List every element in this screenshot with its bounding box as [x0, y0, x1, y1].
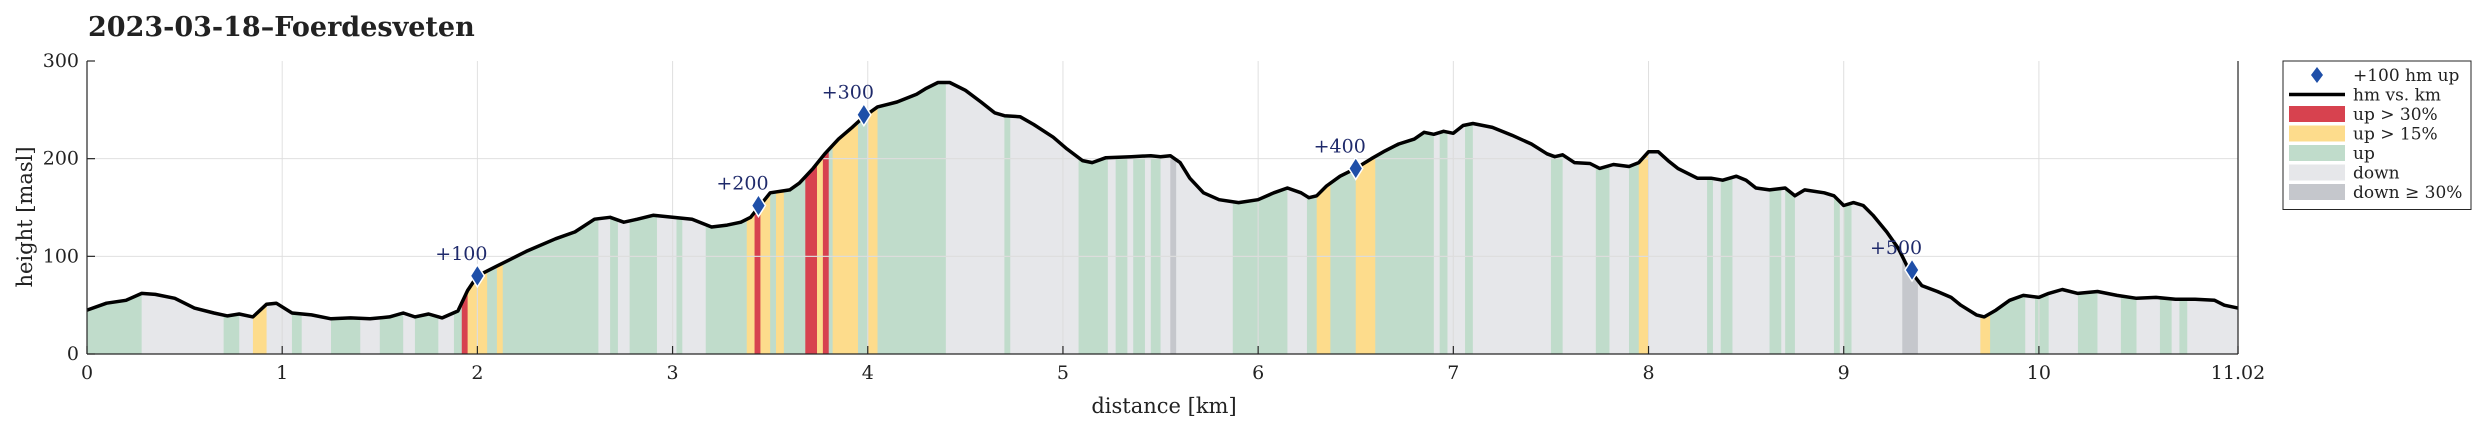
band-down	[1160, 61, 1171, 354]
marker-diamond	[750, 193, 767, 218]
band-up	[858, 61, 869, 354]
band-down	[1107, 61, 1117, 354]
band-up	[1843, 61, 1853, 354]
marker-label: +400	[1314, 135, 1366, 157]
band-up_15	[776, 61, 785, 354]
x-tick-label: 1	[276, 362, 288, 384]
y-tick-label: 0	[67, 343, 79, 365]
x-tick-label: 3	[667, 362, 679, 384]
legend-label: up	[2353, 144, 2375, 164]
x-tick-label: 4	[862, 362, 874, 384]
x-tick-label: 8	[1642, 362, 1654, 384]
chart-title: 2023-03-18–Foerdesveten	[88, 12, 475, 43]
marker-label: +200	[716, 173, 768, 195]
legend-box-swatch	[2289, 184, 2345, 200]
markers: +100 +200 +300 +400 +500	[435, 82, 1922, 289]
band-down	[1433, 61, 1441, 354]
band-down_30	[1170, 61, 1177, 354]
band-up	[877, 61, 947, 354]
y-axis-label: height [masl]	[13, 146, 37, 287]
marker-diamond	[469, 263, 486, 289]
legend-label: up > 30%	[2353, 105, 2438, 125]
legend-box-swatch	[2289, 125, 2345, 142]
marker-diamond	[1347, 156, 1364, 181]
band-up_15	[867, 61, 879, 354]
band-up	[1833, 61, 1841, 354]
band-up	[770, 61, 777, 354]
band-down	[1127, 61, 1134, 354]
band-up_15	[1638, 61, 1650, 354]
x-tick-label: 7	[1447, 362, 1459, 384]
band-up_15	[817, 61, 824, 354]
band-up	[1629, 61, 1640, 354]
band-down	[1781, 61, 1786, 354]
band-up	[1004, 61, 1011, 354]
band-up_30	[822, 61, 830, 354]
legend-marker-swatch	[2311, 67, 2323, 83]
x-tick-label: 2	[471, 362, 483, 384]
marker-diamond	[1904, 257, 1920, 283]
legend-label: up > 15%	[2353, 125, 2438, 145]
x-tick-label: 6	[1252, 362, 1264, 384]
legend-box-swatch	[2289, 164, 2345, 181]
legend-box-swatch	[2289, 106, 2345, 122]
marker-diamond	[855, 102, 872, 128]
x-tick-label: 0	[81, 362, 93, 384]
band-down	[1712, 61, 1722, 354]
legend-label: +100 hm up	[2353, 66, 2460, 86]
x-tick-label: 5	[1057, 362, 1069, 384]
marker-label: +500	[1870, 237, 1922, 259]
x-tick-label: 10	[2027, 362, 2051, 384]
band-up	[1465, 61, 1474, 354]
x-tick-label: 11.02	[2211, 362, 2265, 384]
sky-mask-area	[87, 61, 2238, 319]
marker-label: +100	[435, 243, 487, 265]
band-up	[1150, 61, 1162, 354]
legend-box-swatch	[2289, 145, 2345, 161]
band-up	[1707, 61, 1714, 354]
sky-mask	[87, 61, 2238, 354]
y-tick-label: 200	[43, 148, 79, 170]
band-up	[1306, 61, 1318, 354]
y-tick-label: 100	[43, 245, 79, 267]
legend-label: down ≥ 30%	[2353, 183, 2462, 203]
legend-label: down	[2353, 164, 2400, 184]
band-up	[1439, 61, 1449, 354]
marker-label: +300	[822, 82, 874, 104]
band-down	[1839, 61, 1845, 354]
band-up	[1785, 61, 1796, 354]
x-axis-label: distance [km]	[1091, 394, 1236, 418]
band-up	[828, 61, 834, 354]
legend-label: hm vs. km	[2353, 86, 2441, 106]
axes: 0 1 2 3 4 5 6 7 8 9 10 11.02 0 100 200 300	[43, 50, 2265, 384]
x-tick-label: 9	[1838, 362, 1850, 384]
band-up_15	[760, 61, 771, 354]
y-tick-label: 300	[43, 50, 79, 72]
band-down	[1144, 61, 1152, 354]
